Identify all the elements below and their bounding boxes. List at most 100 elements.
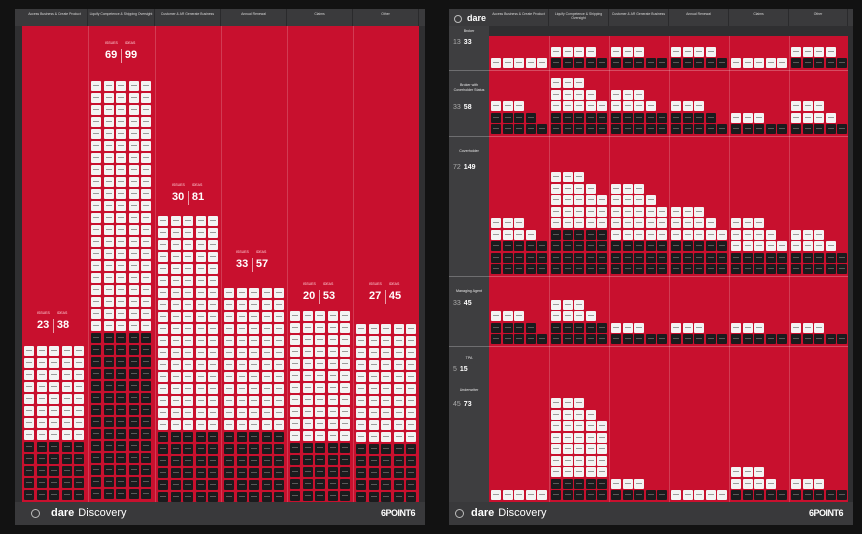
issue-card [116, 405, 126, 415]
row-stat: 5 15 [453, 366, 468, 373]
issue-card [622, 264, 633, 274]
issue-card [116, 465, 126, 475]
issue-card [103, 333, 114, 343]
idea-card [183, 372, 193, 382]
issue-card [158, 456, 168, 466]
idea-card [91, 285, 101, 295]
idea-card [249, 384, 259, 394]
idea-card [574, 89, 584, 100]
idea-card [754, 467, 764, 477]
idea-card [622, 101, 633, 111]
issue-card [158, 432, 168, 442]
idea-card [208, 312, 218, 322]
idea-card [290, 419, 300, 429]
issue-card [249, 468, 259, 478]
idea-card [381, 336, 391, 346]
issue-card [802, 264, 813, 274]
issue-card [91, 477, 101, 487]
idea-card [274, 372, 284, 382]
issue-card [645, 124, 656, 134]
issue-card [694, 264, 704, 274]
idea-card [393, 372, 404, 382]
issue-card [61, 454, 72, 464]
issue-card [657, 58, 667, 68]
issue-card [717, 334, 727, 344]
idea-card [551, 183, 561, 194]
idea-card [208, 324, 218, 334]
issue-card [36, 442, 47, 452]
issue-card [634, 334, 644, 344]
idea-card [622, 195, 633, 205]
issue-card [103, 357, 114, 367]
column-stat: ISSUES 23 IDEAS 38 [37, 311, 70, 333]
idea-card [802, 322, 813, 333]
idea-card [141, 141, 151, 151]
idea-card [742, 478, 753, 489]
idea-card [183, 288, 193, 298]
issue-card [290, 443, 300, 453]
idea-card [356, 408, 366, 418]
issue-card [717, 264, 727, 274]
idea-card [236, 288, 247, 298]
row-label: Broker [463, 29, 475, 33]
issue-card [657, 252, 667, 263]
idea-card [103, 273, 114, 283]
idea-card [574, 46, 584, 57]
idea-card [574, 409, 584, 420]
idea-card [514, 58, 524, 68]
issue-card [141, 345, 151, 355]
idea-card [24, 370, 34, 380]
issue-card [837, 124, 847, 134]
column-header: Claims [287, 9, 353, 26]
issue-card [158, 480, 168, 490]
idea-card [103, 225, 114, 235]
idea-card [340, 311, 350, 321]
issue-card [224, 480, 234, 490]
issue-card [562, 264, 573, 274]
issue-card [224, 468, 234, 478]
idea-card [731, 467, 741, 477]
idea-card [103, 117, 114, 127]
issue-card [141, 405, 151, 415]
idea-card [585, 455, 596, 466]
idea-card [208, 396, 218, 406]
idea-card [327, 407, 338, 417]
issue-card [814, 252, 824, 263]
issue-card [302, 491, 313, 501]
issue-card [777, 124, 787, 134]
row-stat: 13 33 [453, 39, 472, 46]
issue-card [128, 417, 139, 427]
idea-card [537, 490, 547, 500]
issue-card [91, 333, 101, 343]
issue-card [141, 441, 151, 451]
idea-card [742, 58, 753, 68]
idea-card [208, 420, 218, 430]
idea-card [551, 311, 561, 321]
idea-card [622, 46, 633, 57]
idea-card [261, 348, 272, 358]
idea-card [274, 420, 284, 430]
idea-card [302, 383, 313, 393]
idea-card [224, 300, 234, 310]
idea-card [574, 432, 584, 443]
idea-card [91, 237, 101, 247]
idea-card [574, 218, 584, 228]
row-label: Coverholder [459, 149, 479, 153]
idea-card [103, 165, 114, 175]
issue-card [514, 112, 524, 123]
issue-card [491, 124, 501, 134]
issue-card [274, 444, 284, 454]
idea-card [381, 372, 391, 382]
idea-card [611, 195, 621, 205]
lloyds-crest-icon [455, 509, 464, 518]
idea-card [574, 398, 584, 408]
idea-card [585, 101, 596, 111]
issue-card [224, 492, 234, 502]
issue-card [502, 124, 513, 134]
issue-card [183, 492, 193, 502]
idea-card [585, 409, 596, 420]
issue-card [290, 491, 300, 501]
idea-card [183, 252, 193, 262]
column-stat: ISSUES 69 IDEAS 99 [105, 41, 138, 63]
idea-card [116, 285, 126, 295]
